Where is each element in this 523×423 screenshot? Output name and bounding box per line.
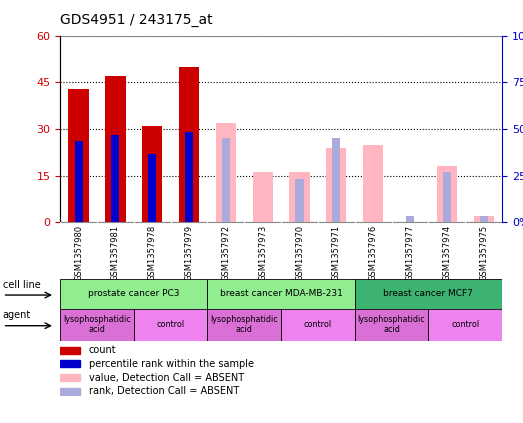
Bar: [148, 154, 156, 222]
Text: GSM1357971: GSM1357971: [332, 225, 341, 281]
Text: control: control: [156, 320, 185, 329]
Text: percentile rank within the sample: percentile rank within the sample: [89, 359, 254, 369]
Text: rank, Detection Call = ABSENT: rank, Detection Call = ABSENT: [89, 386, 239, 396]
Text: prostate cancer PC3: prostate cancer PC3: [88, 289, 179, 299]
Bar: [289, 173, 310, 222]
Bar: [208, 309, 281, 341]
Bar: [480, 216, 488, 222]
Text: GSM1357977: GSM1357977: [405, 225, 415, 281]
Text: GSM1357975: GSM1357975: [479, 225, 488, 281]
Bar: [443, 173, 451, 222]
Text: breast cancer MCF7: breast cancer MCF7: [383, 289, 473, 299]
Text: agent: agent: [3, 310, 31, 321]
Bar: [111, 135, 119, 222]
Text: control: control: [304, 320, 332, 329]
Bar: [216, 123, 236, 222]
Bar: [69, 89, 89, 222]
Text: breast cancer MDA-MB-231: breast cancer MDA-MB-231: [220, 289, 343, 299]
Bar: [295, 179, 303, 222]
Text: GSM1357981: GSM1357981: [111, 225, 120, 281]
Bar: [363, 145, 383, 222]
Text: lysophosphatidic
acid: lysophosphatidic acid: [210, 315, 278, 334]
Text: lysophosphatidic
acid: lysophosphatidic acid: [358, 315, 426, 334]
Text: GSM1357974: GSM1357974: [442, 225, 451, 281]
Text: lysophosphatidic
acid: lysophosphatidic acid: [63, 315, 131, 334]
Bar: [253, 173, 273, 222]
Bar: [60, 309, 134, 341]
Bar: [179, 67, 199, 222]
Bar: [355, 279, 502, 309]
Text: GSM1357970: GSM1357970: [295, 225, 304, 281]
Text: value, Detection Call = ABSENT: value, Detection Call = ABSENT: [89, 373, 244, 383]
Text: cell line: cell line: [3, 280, 40, 290]
Bar: [406, 216, 414, 222]
Bar: [332, 138, 340, 222]
Bar: [134, 309, 208, 341]
Text: GSM1357978: GSM1357978: [147, 225, 157, 281]
Bar: [281, 309, 355, 341]
Bar: [428, 309, 502, 341]
Bar: [326, 148, 346, 222]
Text: GDS4951 / 243175_at: GDS4951 / 243175_at: [60, 13, 213, 27]
Text: control: control: [451, 320, 479, 329]
Bar: [60, 360, 80, 367]
Bar: [60, 347, 80, 354]
Bar: [355, 309, 428, 341]
Text: GSM1357972: GSM1357972: [221, 225, 230, 281]
Text: GSM1357979: GSM1357979: [185, 225, 194, 281]
Bar: [105, 76, 126, 222]
Bar: [60, 388, 80, 395]
Text: GSM1357976: GSM1357976: [369, 225, 378, 281]
Bar: [473, 216, 494, 222]
Bar: [60, 279, 208, 309]
Bar: [60, 374, 80, 381]
Bar: [185, 132, 193, 222]
Bar: [208, 279, 355, 309]
Bar: [222, 138, 230, 222]
Text: GSM1357980: GSM1357980: [74, 225, 83, 281]
Text: count: count: [89, 345, 117, 355]
Bar: [437, 166, 457, 222]
Bar: [74, 141, 83, 222]
Text: GSM1357973: GSM1357973: [258, 225, 267, 281]
Bar: [142, 126, 162, 222]
